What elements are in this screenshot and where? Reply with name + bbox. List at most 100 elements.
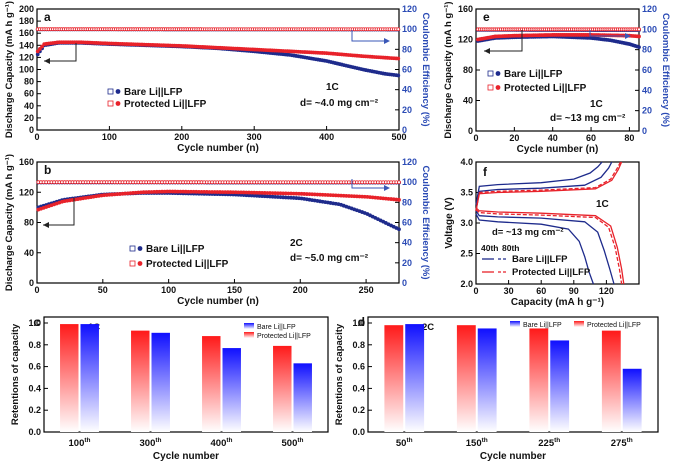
legend-marker (107, 100, 114, 107)
data-point (270, 191, 275, 196)
y-tick-label: 0.4 (352, 383, 365, 393)
y-tick-label: 100 (19, 65, 34, 75)
y2-axis-title: Coulombic Efficiency (%) (660, 13, 671, 127)
data-point (247, 190, 251, 195)
y-axis-title: Discharge Capacity (mA h g⁻¹) (4, 1, 15, 138)
data-point (396, 27, 401, 32)
y-axis-title: Discharge Capacity (mA h g⁻¹) (443, 1, 454, 138)
panel-c: 0.0 0.2 0.4 0.6 0.8 1.0 Retentions of capacity… (10, 315, 329, 462)
x-tick-label: 250 (359, 285, 374, 295)
bar-bare (80, 324, 99, 432)
y2-tick-label: 80 (642, 45, 652, 55)
legend-label: Protected Li||LFP (124, 99, 207, 110)
x-tick-label: 100 (161, 285, 176, 295)
legend-label: Protected Li||LFP (257, 333, 311, 340)
x-axis-title: Cycle number (n) (517, 144, 599, 155)
data-point (278, 191, 283, 196)
y2-tick-label: 20 (642, 106, 652, 116)
voltage-curve-protected-80th-charge (475, 161, 622, 211)
bar-protected (384, 325, 404, 432)
plot-frame (43, 316, 329, 433)
data-point (204, 190, 209, 194)
data-point (397, 227, 401, 232)
x-tick-label: 300 (247, 132, 262, 142)
voltage-curve-bare-40th-discharge (475, 210, 615, 285)
data-point (273, 191, 278, 196)
legend-marker (487, 84, 494, 91)
x-category-label: 500th (282, 437, 304, 449)
y-tick-label: 200 (19, 4, 34, 14)
data-point (225, 190, 230, 195)
x-tick-label: 30 (504, 286, 514, 296)
y-tick-label: 4.0 (460, 157, 473, 167)
bar-bare (222, 348, 241, 432)
x-axis-title: Cycle number (n) (177, 296, 259, 307)
y-tick-label: 80 (463, 65, 473, 75)
data-point (637, 27, 641, 32)
panel-e: 0 20 40 60 80 0 40 80 120 160 0 20 40 60 80 100 120 Cycle… (443, 1, 671, 155)
legend-marker (137, 261, 143, 266)
bar-protected (456, 325, 476, 432)
data-point (228, 190, 233, 195)
panel-label: c (33, 315, 40, 329)
y-tick-label: 0.0 (28, 427, 41, 437)
data-point (175, 189, 180, 194)
data-point (239, 190, 243, 195)
x-tick-label: 0 (34, 285, 39, 295)
y-tick-label: 3.5 (460, 188, 473, 198)
legend-label: Bare Li||LFP (523, 322, 562, 329)
y-tick-label: 2.5 (460, 249, 473, 259)
voltage-curve-protected-40th-charge (475, 161, 623, 211)
panel-label: b (44, 163, 51, 177)
voltage-curve-bare-80th-charge (475, 161, 603, 205)
y-tick-label: 20 (24, 113, 34, 123)
data-point (183, 189, 188, 194)
data-point (231, 190, 236, 195)
data-point (218, 190, 222, 194)
y-tick-label: 0.8 (352, 340, 365, 350)
annotation-loading: d= ~13 mg cm⁻² (550, 113, 626, 124)
legend-label: Protected Li||LFP (587, 322, 641, 329)
legend-marker (495, 71, 501, 76)
data-point (396, 56, 401, 61)
data-point (197, 189, 201, 194)
data-point (165, 189, 170, 194)
x-tick-label: 0 (473, 133, 478, 143)
bar-protected (202, 336, 221, 432)
y2-tick-label: 0 (642, 126, 647, 136)
x-tick-label: 60 (586, 133, 596, 143)
annotation-loading: d= ~4.0 mg cm⁻² (300, 98, 379, 109)
data-point (233, 190, 238, 195)
ordinal-suffix: th (482, 437, 488, 444)
y-tick-label: 0.0 (352, 427, 365, 437)
data-point (257, 190, 262, 195)
voltage-curve-protected-40th-discharge (475, 207, 625, 285)
data-point (397, 197, 401, 202)
data-point (289, 191, 293, 196)
x-tick-label: 150 (227, 285, 242, 295)
data-point (35, 49, 40, 54)
data-point (396, 73, 401, 78)
y-tick-label: 40 (24, 101, 34, 111)
data-point (252, 190, 257, 195)
y2-tick-label: 100 (642, 24, 657, 34)
data-point (178, 189, 183, 194)
data-point (181, 189, 186, 194)
annotation-rate: 2C (422, 322, 434, 333)
x-category-label: 400th (211, 437, 233, 449)
legend-label: Bare Li||LFP (124, 87, 183, 98)
legend-swatch (510, 321, 520, 327)
legend-swatch (244, 332, 254, 338)
legend-label: Bare Li||LFP (504, 69, 563, 80)
y-tick-label: 2.0 (460, 279, 473, 289)
legend-marker (487, 70, 494, 77)
y2-tick-label: 80 (402, 197, 412, 207)
arrow-head (484, 48, 490, 54)
x-category-label: 300th (140, 437, 162, 449)
y-tick-label: 0.8 (28, 340, 41, 350)
legend-label: Protected Li||LFP (504, 83, 587, 94)
x-category-label: 150th (466, 437, 488, 449)
x-category-label: 225th (538, 437, 560, 449)
legend-label: Bare Li||LFP (512, 254, 568, 265)
